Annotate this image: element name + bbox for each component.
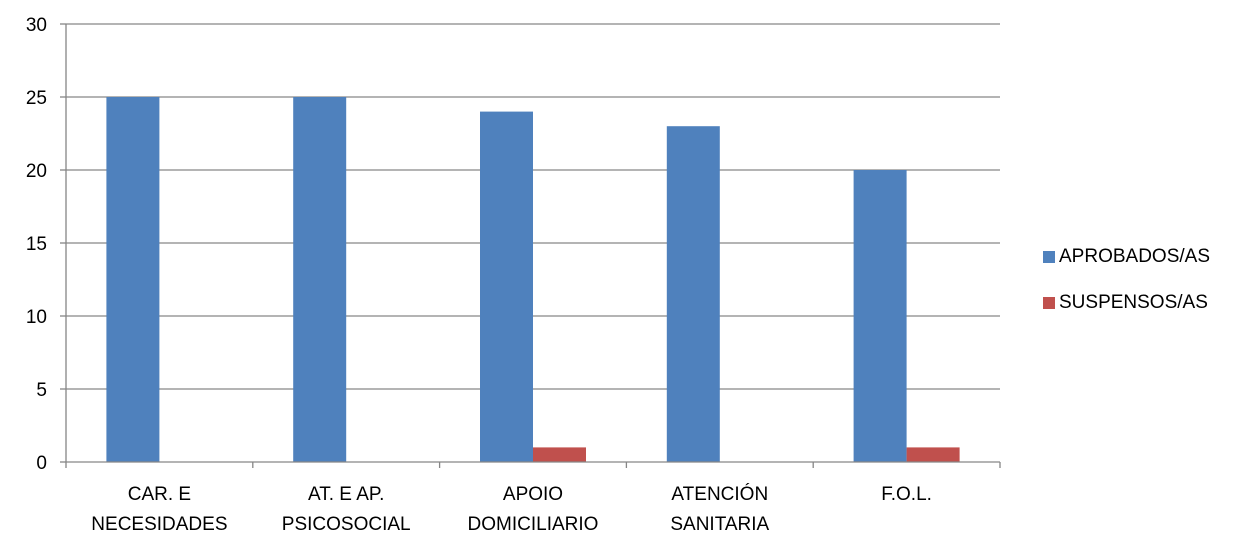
x-category-label: ATENCIÓN — [671, 483, 768, 505]
x-category-label: PSICOSOCIAL — [282, 514, 411, 535]
x-category-label: APOIO — [503, 484, 563, 505]
bar-suspensos-as-2 — [533, 447, 586, 462]
y-tick-label: 30 — [26, 15, 47, 36]
legend: APROBADOS/AS SUSPENSOS/AS — [1043, 243, 1210, 335]
bar-suspensos-as-4 — [906, 447, 960, 462]
legend-label-series-0: APROBADOS/AS — [1059, 245, 1210, 267]
y-tick-label: 5 — [36, 380, 47, 401]
legend-item-series-0: APROBADOS/AS — [1043, 243, 1210, 270]
y-tick-label: 10 — [26, 307, 47, 328]
x-category-label: DOMICILIARIO — [468, 514, 599, 535]
y-tick-label: 0 — [36, 453, 47, 474]
legend-swatch-series-0 — [1043, 250, 1055, 263]
bar-aprobados-as-2 — [480, 111, 533, 462]
bars — [106, 97, 960, 462]
bar-aprobados-as-0 — [106, 97, 160, 462]
x-category-label: F.O.L. — [881, 484, 932, 505]
axis-labels: 0 5 10 15 20 25 30 CAR. E NECESIDADES AT. E AP. PS… — [26, 15, 932, 535]
legend-swatch-series-1 — [1043, 296, 1055, 309]
x-category-label: SANITARIA — [670, 514, 769, 535]
bar-aprobados-as-3 — [666, 126, 720, 462]
axes — [60, 23, 1001, 468]
x-category-label: NECESIDADES — [91, 514, 227, 535]
y-tick-label: 15 — [26, 234, 47, 255]
x-category-label: AT. E AP. — [308, 484, 384, 505]
x-category-label: CAR. E — [128, 484, 191, 505]
bar-aprobados-as-4 — [853, 170, 907, 462]
y-tick-label: 20 — [26, 161, 47, 182]
bar-aprobados-as-1 — [293, 97, 347, 462]
y-tick-label: 25 — [26, 88, 47, 109]
legend-item-series-1: SUSPENSOS/AS — [1043, 289, 1210, 316]
legend-label-series-1: SUSPENSOS/AS — [1059, 291, 1208, 313]
